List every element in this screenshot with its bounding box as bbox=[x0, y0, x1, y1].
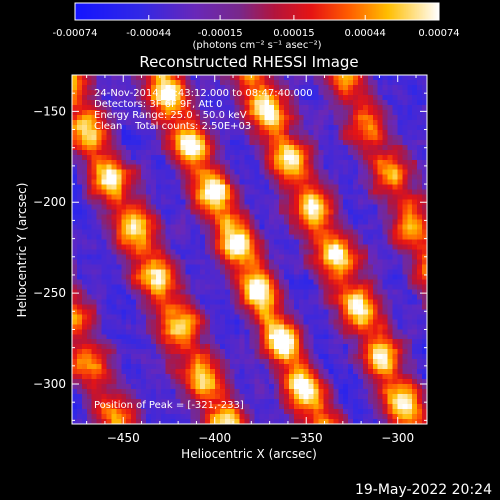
info-energy-range: Energy Range: 25.0 - 50.0 keV bbox=[94, 110, 247, 121]
footer-date: 19-May-2022 20:24 bbox=[355, 482, 492, 498]
colorbar-ticks bbox=[74, 15, 440, 20]
x-tick-label: −300 bbox=[381, 431, 414, 445]
y-axis-label: Heliocentric Y (arcsec) bbox=[15, 183, 29, 318]
y-tick-label: −300 bbox=[33, 377, 66, 391]
x-axis-tick-labels: −450 −400 −350 −300 bbox=[107, 431, 414, 445]
x-tick-label: −450 bbox=[107, 431, 140, 445]
colorbar-tick-label: -0.00015 bbox=[198, 28, 243, 39]
y-tick-label: −150 bbox=[33, 104, 66, 118]
colorbar-tick-label: -0.00074 bbox=[53, 28, 98, 39]
heatmap-image bbox=[72, 75, 427, 424]
chart-title: Reconstructed RHESSI Image bbox=[139, 53, 358, 71]
info-clean-counts: Clean Total counts: 2.50E+03 bbox=[94, 121, 251, 132]
colorbar-tick-label: -0.00044 bbox=[126, 28, 171, 39]
x-axis-label: Heliocentric X (arcsec) bbox=[181, 447, 317, 461]
peak-position-label: Position of Peak = [-321,-233] bbox=[94, 400, 244, 411]
colorbar-tick-label: 0.00015 bbox=[273, 28, 314, 39]
plot-frame bbox=[71, 74, 428, 425]
x-tick-label: −400 bbox=[198, 431, 231, 445]
y-tick-label: −250 bbox=[33, 286, 66, 300]
info-detectors: Detectors: 3F 6F 9F, Att 0 bbox=[94, 99, 222, 110]
colorbar-tick-label: 0.00074 bbox=[418, 28, 459, 39]
x-axis-ticks bbox=[86, 75, 417, 424]
colorbar-tick-labels: -0.00074 -0.00044 -0.00015 0.00015 0.00044 0.… bbox=[53, 28, 460, 39]
x-tick-label: −350 bbox=[290, 431, 323, 445]
y-tick-label: −200 bbox=[33, 195, 66, 209]
colorbar-strip bbox=[75, 3, 439, 20]
y-axis-tick-labels: −150 −200 −250 −300 bbox=[33, 104, 66, 391]
colorbar-tick-label: 0.00044 bbox=[345, 28, 386, 39]
colorbar-frame bbox=[74, 2, 440, 21]
info-time-range: 24-Nov-2014 08:43:12.000 to 08:47:40.000 bbox=[94, 88, 313, 99]
y-axis-ticks bbox=[72, 74, 427, 421]
colorbar-units: (photons cm⁻² s⁻¹ asec⁻²) bbox=[192, 40, 321, 51]
